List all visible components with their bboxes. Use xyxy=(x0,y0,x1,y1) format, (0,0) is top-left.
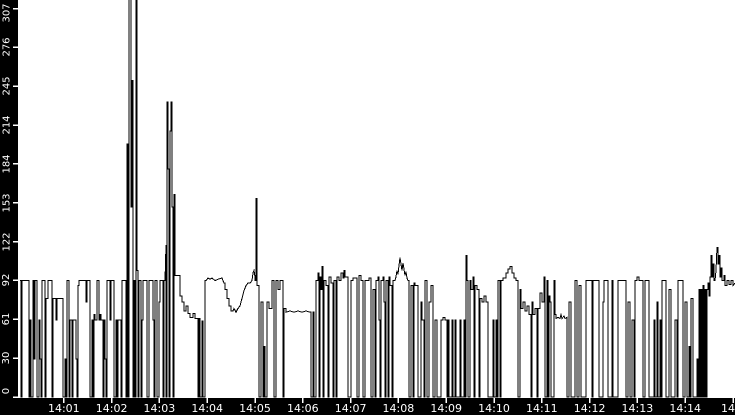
x-tick-label: 14:07 xyxy=(334,402,367,415)
y-tick-label: 307 xyxy=(1,3,12,23)
x-tick-label: 14:11 xyxy=(525,402,558,415)
x-tick-label: 14:14 xyxy=(669,402,702,415)
y-tick-label: 214 xyxy=(1,115,12,135)
x-tick-label: 14:05 xyxy=(239,402,271,415)
y-tick-label: 122 xyxy=(1,232,12,252)
y-tick-label: 153 xyxy=(1,193,12,213)
y-tick-label: 30 xyxy=(1,351,13,365)
y-tick-label: 245 xyxy=(1,76,12,96)
x-tick-label: 14:10 xyxy=(478,402,510,415)
x-tick-label: 14:09 xyxy=(430,402,463,415)
series-line xyxy=(20,0,735,398)
x-tick-label: 14:04 xyxy=(191,402,224,415)
y-tick-label: 276 xyxy=(1,37,12,57)
y-tick-label: 184 xyxy=(1,154,12,174)
tick-marks xyxy=(13,7,734,403)
y-tick-label: 0 xyxy=(0,387,12,395)
y-axis-band xyxy=(0,0,18,415)
y-tick-label: 92 xyxy=(1,274,13,287)
x-tick-label: 14:02 xyxy=(95,402,128,415)
x-axis-band xyxy=(0,398,735,415)
x-tick-label: 14:01 xyxy=(47,402,80,415)
x-tick-label: 14:06 xyxy=(286,402,319,415)
x-tick-label: 14:08 xyxy=(382,402,415,415)
x-tick-label: 14 xyxy=(721,402,735,415)
x-tick-label: 14:13 xyxy=(621,402,654,415)
x-tick-label: 14:12 xyxy=(573,402,606,415)
x-tick-label: 14:03 xyxy=(143,402,176,415)
y-tick-label: 61 xyxy=(1,312,13,326)
